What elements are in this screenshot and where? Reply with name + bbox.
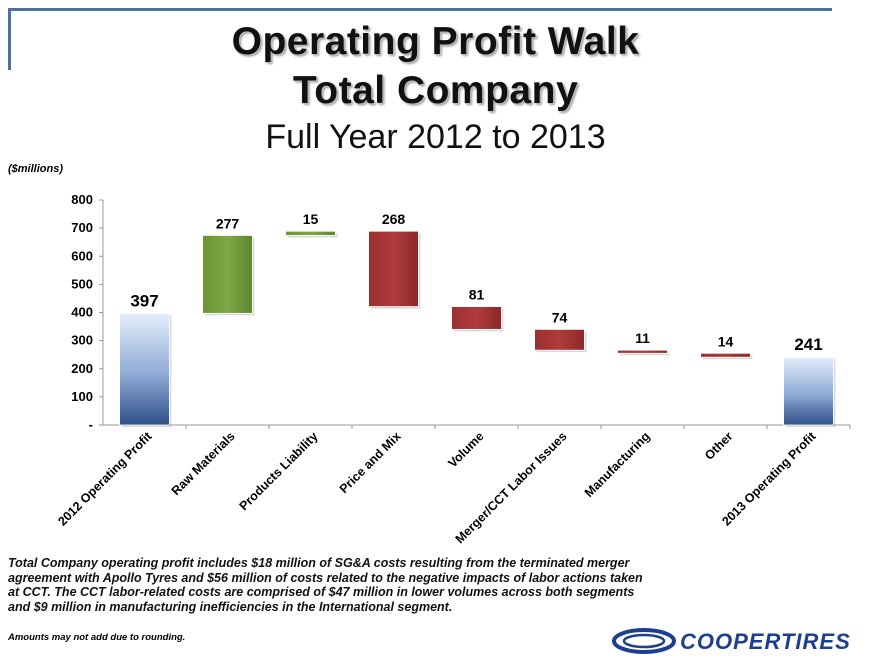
y-tick-label: 600 [71, 248, 93, 263]
category-label: 2013 Operating Profit [719, 429, 819, 529]
bar-increase [202, 235, 253, 314]
y-tick-label: 700 [71, 220, 93, 235]
data-label: 74 [552, 309, 568, 325]
data-label: 11 [635, 330, 650, 346]
bar-decrease [700, 352, 751, 358]
units-label: ($millions) [8, 163, 64, 175]
category-label: Raw Materials [169, 429, 238, 498]
category-label: Volume [445, 429, 486, 470]
y-tick-label: - [89, 417, 93, 432]
data-label: 268 [382, 211, 406, 227]
y-tick-label: 500 [71, 276, 93, 291]
page-title-line2: Total Company [292, 69, 579, 112]
bar-decrease [451, 306, 502, 330]
category-label: Products Liability [237, 429, 321, 513]
bar-increase [285, 230, 336, 236]
data-label: 81 [469, 287, 485, 303]
page-title: Operating Profit Walk [231, 20, 640, 63]
waterfall-chart: - 100 200 300 400 500 600 700 800 397 2012 Operat… [55, 192, 851, 546]
bar-total [119, 312, 170, 426]
logo-text: COOPERTIRES [680, 629, 851, 654]
y-tick-label: 300 [71, 333, 93, 348]
category-label: Manufacturing [582, 429, 653, 500]
explanatory-note: Total Company operating profit includes … [8, 556, 643, 614]
frame-top-line [8, 8, 832, 11]
rounding-footnote: Amounts may not add due to rounding. [8, 632, 186, 643]
logo-swoosh-icon [612, 628, 676, 654]
data-label: 15 [303, 211, 319, 227]
y-tick-label: 100 [71, 389, 93, 404]
bar-decrease [534, 328, 585, 351]
data-label: 14 [718, 333, 734, 349]
page-subtitle: Full Year 2012 to 2013 [265, 118, 606, 156]
category-label: 2012 Operating Profit [55, 429, 155, 529]
bar-decrease [617, 349, 668, 354]
data-label: 277 [216, 215, 240, 231]
bar-shadow [619, 352, 670, 356]
bar-decrease [368, 230, 419, 307]
frame-left-line [8, 8, 11, 70]
data-label: 397 [130, 291, 158, 310]
y-tick-label: 200 [71, 361, 93, 376]
bar-total [783, 356, 834, 426]
company-logo: COOPERTIRES [608, 624, 870, 658]
category-label: Price and Mix [337, 429, 404, 496]
y-tick-label: 400 [71, 305, 93, 320]
y-tick-label: 800 [71, 192, 93, 207]
category-label: Other [702, 429, 736, 463]
data-label: 241 [794, 335, 822, 354]
